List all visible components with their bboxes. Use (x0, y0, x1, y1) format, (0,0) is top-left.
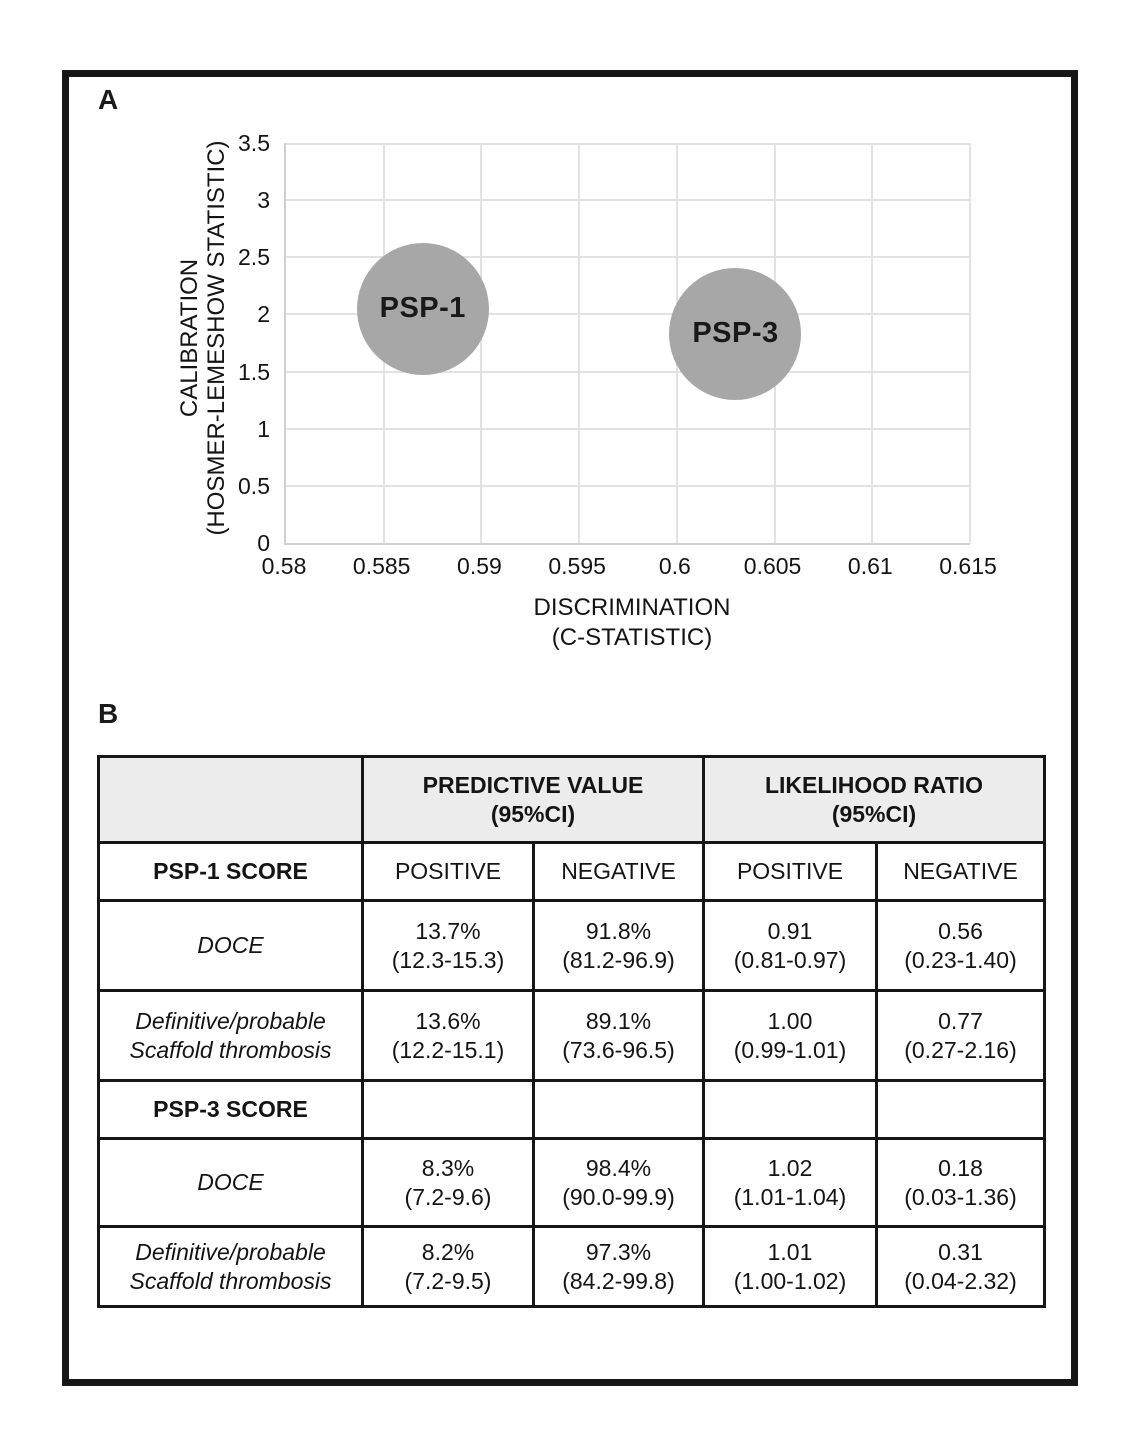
x-tick-label: 0.615 (939, 553, 997, 579)
horizontal-gridline (286, 256, 970, 259)
table-cell: 0.77 (0.27-2.16) (875, 989, 1046, 1082)
group-header-line1: LIKELIHOOD RATIO (764, 771, 984, 798)
y-tick-label: 1 (257, 415, 270, 442)
empty-cell (702, 1079, 878, 1140)
vertical-gridline (480, 143, 483, 543)
y-axis-title-line2: (HOSMER-LEMESHOW STATISTIC) (203, 140, 230, 536)
x-axis-title: DISCRIMINATION (C-STATISTIC) (534, 593, 731, 653)
y-axis-ticks: 0 0.5 1 1.5 2 2.5 3 3.5 (158, 130, 270, 556)
y-axis-title: CALIBRATION (HOSMER-LEMESHOW STATISTIC) (176, 140, 230, 535)
sub-header-cell: POSITIVE (702, 841, 878, 902)
x-axis-title-line2: (C-STATISTIC) (551, 624, 713, 651)
x-tick-label: 0.59 (457, 553, 502, 579)
table-cell: 98.4% (90.0-99.9) (532, 1137, 705, 1228)
table-cell: 1.01 (1.00-1.02) (702, 1225, 878, 1308)
y-tick-label: 0 (257, 530, 270, 556)
table-row: DOCE 13.7% (12.3-15.3) 91.8% (81.2-96.9)… (97, 899, 1046, 992)
horizontal-gridline (286, 199, 970, 202)
sub-header-cell: NEGATIVE (875, 841, 1046, 902)
table-group-header-row: PREDICTIVE VALUE (95%CI) LIKELIHOOD RATI… (97, 755, 1046, 844)
y-tick-label: 2 (257, 301, 270, 328)
y-tick-label: 0.5 (238, 472, 270, 499)
table-row: DOCE 8.3% (7.2-9.6) 98.4% (90.0-99.9) 1.… (97, 1137, 1046, 1228)
y-tick-label: 3.5 (238, 130, 270, 156)
data-point-bubble: PSP-1 (356, 242, 489, 375)
y-axis-title-line1: CALIBRATION (176, 258, 203, 418)
panel-b-label: B (98, 698, 119, 729)
x-tick-label: 0.585 (352, 553, 411, 579)
table-cell: 91.8% (81.2-96.9) (532, 899, 705, 992)
section-label-cell: PSP-1 SCORE (97, 841, 364, 902)
empty-cell (875, 1079, 1046, 1140)
table-cell: 0.91 (0.81-0.97) (702, 899, 878, 992)
data-point-label: PSP-3 (692, 317, 779, 350)
row-label-cell: Definitive/probable Scaffold thrombosis (97, 1225, 364, 1308)
psp3-score-row: PSP-3 SCORE (97, 1079, 1046, 1140)
x-axis-title-line1: DISCRIMINATION (533, 594, 731, 621)
empty-cell (532, 1079, 705, 1140)
table-cell: 1.02 (1.01-1.04) (702, 1137, 878, 1228)
table-cell: 0.18 (0.03-1.36) (875, 1137, 1046, 1228)
row-label-cell: Definitive/probable Scaffold thrombosis (97, 989, 364, 1082)
plot-area: PSP-1 PSP-3 (284, 143, 971, 545)
x-axis-ticks: 0.58 0.585 0.59 0.595 0.6 0.605 0.61 0.615 (262, 552, 997, 582)
horizontal-gridline (286, 370, 970, 373)
y-tick-label: 1.5 (238, 358, 270, 385)
table-cell: 8.2% (7.2-9.5) (361, 1225, 535, 1308)
vertical-gridline (969, 143, 971, 543)
x-tick-label: 0.61 (847, 553, 893, 579)
table-cell: 0.56 (0.23-1.40) (875, 899, 1046, 992)
sub-header-cell: NEGATIVE (532, 841, 705, 902)
horizontal-gridline (286, 427, 970, 430)
sub-header-cell: POSITIVE (361, 841, 535, 902)
group-header-line2: (95%CI) (831, 800, 917, 827)
horizontal-gridline (286, 484, 970, 487)
horizontal-gridline (286, 143, 970, 145)
y-tick-label: 3 (257, 187, 270, 214)
empty-cell (361, 1079, 535, 1140)
data-point-bubble: PSP-3 (669, 267, 802, 400)
vertical-gridline (578, 143, 581, 543)
table-cell: 1.00 (0.99-1.01) (702, 989, 878, 1082)
vertical-gridline (871, 143, 874, 543)
group-header-line1: PREDICTIVE VALUE (422, 771, 644, 798)
table-row: Definitive/probable Scaffold thrombosis … (97, 989, 1046, 1082)
x-tick-label: 0.6 (658, 553, 691, 579)
likelihood-ratio-header-cell: LIKELIHOOD RATIO (95%CI) (702, 755, 1046, 844)
section-label-cell: PSP-3 SCORE (97, 1079, 364, 1140)
group-header-line2: (95%CI) (490, 800, 576, 827)
y-tick-label: 2.5 (238, 244, 270, 271)
table-cell: 13.7% (12.3-15.3) (361, 899, 535, 992)
x-tick-label: 0.58 (261, 553, 307, 579)
horizontal-gridline (286, 313, 970, 316)
predictive-value-header-cell: PREDICTIVE VALUE (95%CI) (361, 755, 705, 844)
panel-a-label: A (98, 84, 119, 115)
results-table: PREDICTIVE VALUE (95%CI) LIKELIHOOD RATI… (97, 755, 1046, 1308)
table-cell: 13.6% (12.2-15.1) (361, 989, 535, 1082)
table-cell: 0.31 (0.04-2.32) (875, 1225, 1046, 1308)
table-cell: 89.1% (73.6-96.5) (532, 989, 705, 1082)
x-tick-label: 0.605 (743, 553, 802, 579)
row-label-cell: DOCE (97, 899, 364, 992)
row-label-cell: DOCE (97, 1137, 364, 1228)
table-corner-cell (97, 755, 364, 844)
table-cell: 97.3% (84.2-99.8) (532, 1225, 705, 1308)
psp1-score-row: PSP-1 SCORE POSITIVE NEGATIVE POSITIVE N… (97, 841, 1046, 902)
data-point-label: PSP-1 (379, 292, 466, 325)
table-row: Definitive/probable Scaffold thrombosis … (97, 1225, 1046, 1308)
table-cell: 8.3% (7.2-9.6) (361, 1137, 535, 1228)
x-tick-label: 0.595 (548, 553, 606, 579)
